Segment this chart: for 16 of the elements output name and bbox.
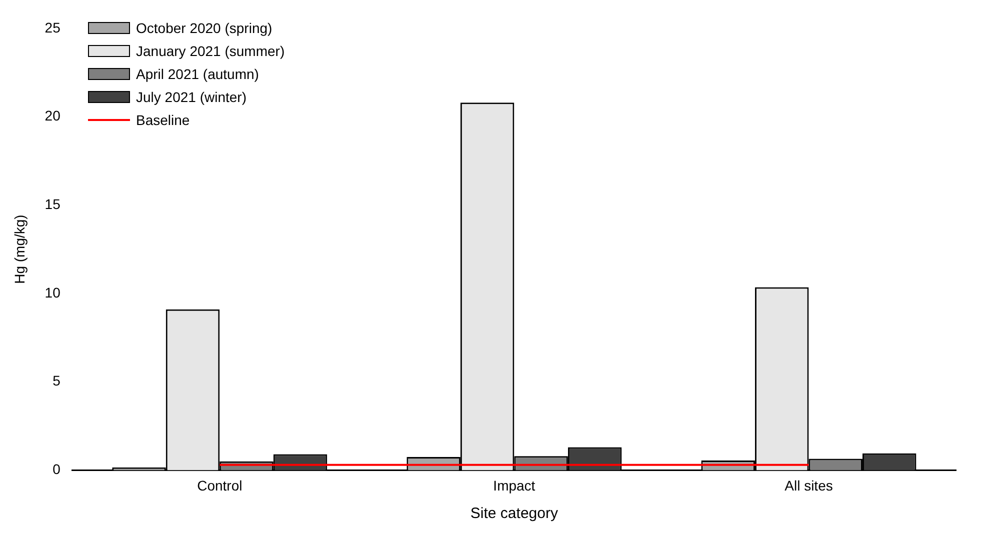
- legend-label: January 2021 (summer): [136, 43, 285, 59]
- x-tick-label: Control: [197, 477, 242, 494]
- y-tick-label: 25: [44, 19, 61, 36]
- y-tick-label: 10: [44, 284, 61, 300]
- y-tick-label: 20: [44, 108, 61, 124]
- legend-label: July 2021 (winter): [136, 89, 246, 105]
- y-tick-label: 15: [44, 196, 61, 212]
- y-axis-title: Hg (mg/kg): [11, 214, 28, 284]
- x-tick-label: Impact: [493, 477, 536, 494]
- x-axis-title: Site category: [470, 505, 558, 522]
- legend-label: October 2020 (spring): [136, 20, 272, 36]
- y-tick-label: 0: [52, 461, 61, 478]
- y-tick-label: 5: [52, 372, 61, 389]
- x-tick-label: All sites: [784, 477, 833, 494]
- legend-label: April 2021 (autumn): [136, 66, 259, 82]
- legend-label: Baseline: [136, 112, 190, 128]
